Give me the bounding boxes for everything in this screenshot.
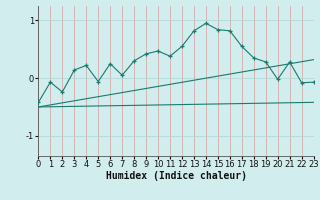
X-axis label: Humidex (Indice chaleur): Humidex (Indice chaleur) [106,171,246,181]
